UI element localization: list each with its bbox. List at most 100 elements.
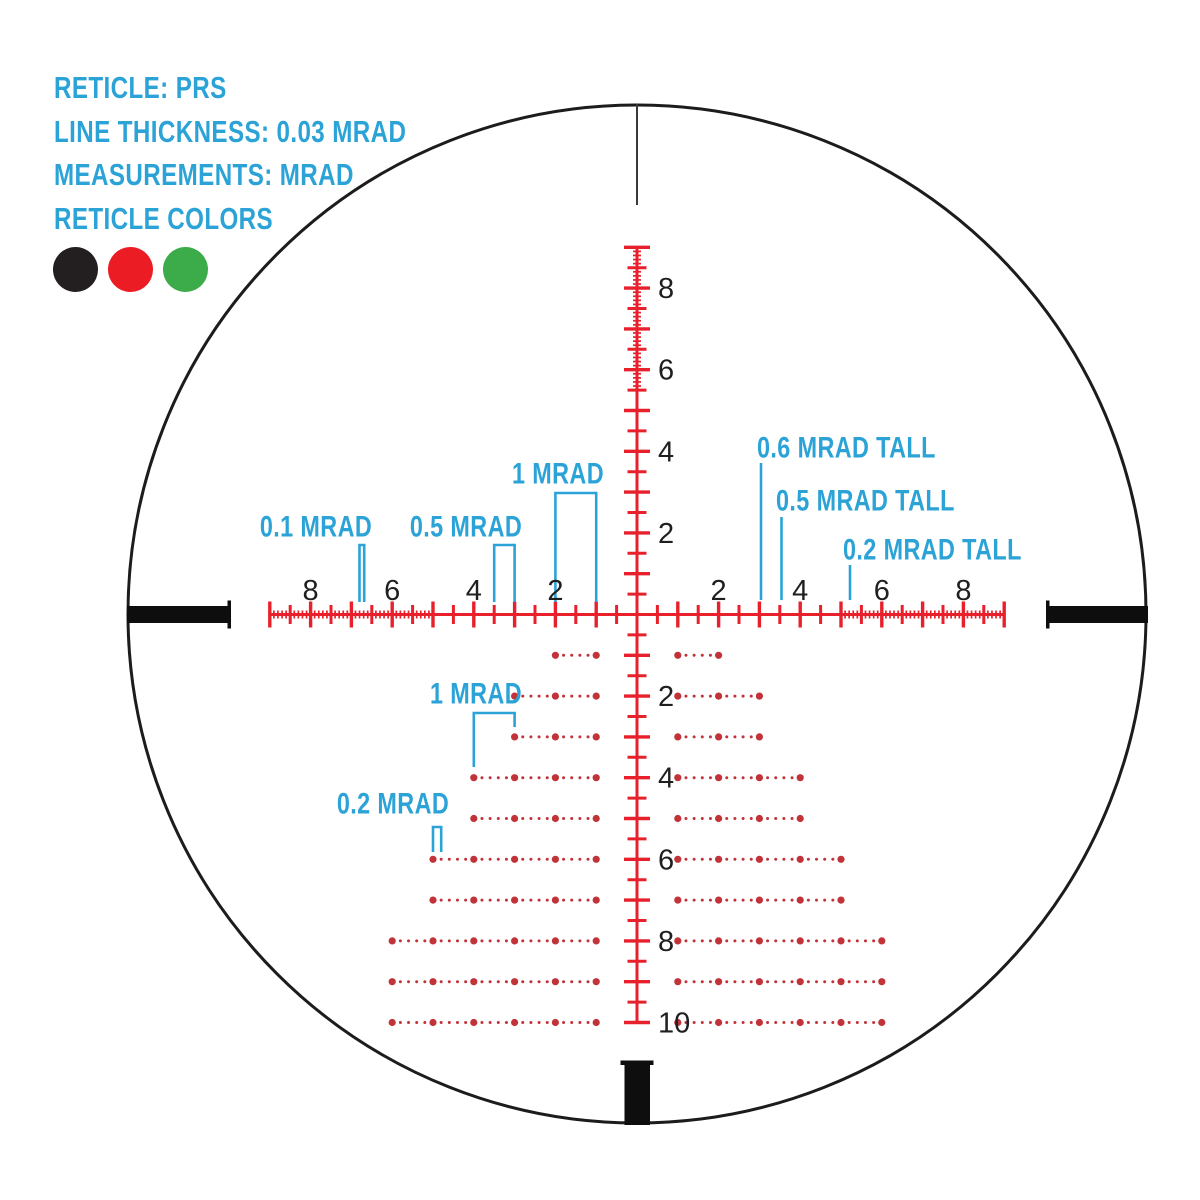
- sub-dot: [733, 939, 737, 943]
- mrad-dot: [510, 733, 519, 741]
- sub-dot: [782, 1021, 786, 1024]
- sub-dot: [847, 1021, 851, 1024]
- sub-dot: [692, 653, 696, 657]
- sub-dot: [749, 735, 753, 739]
- mrad-dot: [470, 855, 478, 863]
- sub-dot: [831, 939, 835, 943]
- mrad-dot: [755, 1018, 764, 1027]
- mrad-dot: [592, 733, 600, 741]
- sub-dot: [774, 776, 778, 780]
- sub-dot: [521, 898, 525, 902]
- sub-dot: [872, 939, 876, 943]
- sub-dot: [545, 694, 549, 698]
- sub-dot: [488, 1021, 492, 1024]
- mrad-dot: [592, 978, 600, 986]
- sub-dot: [537, 939, 541, 943]
- sub-dot: [521, 735, 525, 739]
- sub-dot: [782, 898, 786, 902]
- mrad-dot: [551, 733, 560, 741]
- sub-dot: [521, 980, 525, 984]
- right-post-cap: [1046, 600, 1050, 629]
- sub-dot: [790, 817, 794, 820]
- sub-dot: [855, 939, 859, 943]
- mrad-dot: [470, 1018, 478, 1027]
- sub-dot: [741, 980, 745, 984]
- sub-dot: [529, 898, 533, 902]
- sub-dot: [562, 735, 566, 739]
- sub-dot: [496, 1021, 500, 1024]
- sub-dot: [480, 939, 484, 943]
- mrad-dot: [796, 814, 804, 823]
- info-line-measurements: MEASUREMENTS: MRAD: [54, 157, 354, 192]
- sub-dot: [708, 939, 712, 943]
- sub-dot: [455, 857, 459, 861]
- mrad-dot: [715, 937, 723, 945]
- sub-dot: [586, 694, 590, 698]
- sub-dot: [708, 980, 712, 984]
- sub-dot: [782, 939, 786, 943]
- axis-number-labels: 2 4 6 8 2 4 6 8 10 2 4 6 8 2 4 6 8: [303, 273, 972, 1039]
- sub-dot: [562, 817, 566, 820]
- mrad-dot: [510, 774, 519, 782]
- sub-dot: [815, 1021, 819, 1024]
- sub-dot: [570, 939, 574, 943]
- sub-dot: [521, 857, 525, 861]
- sub-dot: [439, 857, 443, 861]
- sub-dot: [480, 980, 484, 984]
- ann-1-mrad-tree-bracket: [472, 711, 516, 767]
- sub-dot: [537, 694, 541, 698]
- reticle-color-swatches: [53, 247, 208, 292]
- mrad-dot: [674, 692, 682, 700]
- sub-dot: [725, 735, 729, 739]
- sub-dot: [578, 980, 582, 984]
- mrad-dot: [674, 896, 682, 904]
- sub-dot: [496, 939, 500, 943]
- sub-dot: [504, 776, 508, 780]
- sub-dot: [749, 817, 753, 820]
- sub-dot: [570, 776, 574, 780]
- sub-dot: [863, 1021, 867, 1024]
- sub-dot: [545, 898, 549, 902]
- sub-dot: [439, 980, 443, 984]
- ann-05-mrad-tall-label: 0.5 MRAD TALL: [776, 484, 955, 517]
- color-swatch-black: [53, 247, 98, 292]
- sub-dot: [847, 980, 851, 984]
- sub-dot: [774, 939, 778, 943]
- sub-dot: [749, 694, 753, 698]
- axis-tick-label: 10: [658, 1008, 690, 1040]
- sub-dot: [578, 817, 582, 820]
- sub-dot: [496, 857, 500, 861]
- sub-dot: [439, 939, 443, 943]
- sub-dot: [774, 817, 778, 820]
- sub-dot: [692, 857, 696, 861]
- sub-dot: [529, 735, 533, 739]
- mrad-dot: [429, 937, 437, 945]
- sub-dot: [570, 653, 574, 657]
- mrad-dot: [510, 1018, 519, 1027]
- mrad-dot: [715, 814, 723, 823]
- sub-dot: [725, 1021, 729, 1024]
- crosshair-axes: [268, 245, 1006, 1025]
- sub-dot: [831, 1021, 835, 1024]
- axis-tick-label: 2: [658, 681, 674, 713]
- sub-dot: [815, 898, 819, 902]
- sub-dot: [863, 980, 867, 984]
- mrad-dot: [470, 896, 478, 904]
- mrad-dot: [837, 937, 845, 945]
- sub-dot: [545, 1021, 549, 1024]
- sub-dot: [831, 980, 835, 984]
- sub-dot: [708, 817, 712, 820]
- sub-dot: [447, 980, 451, 984]
- sub-dot: [741, 898, 745, 902]
- sub-dot: [488, 980, 492, 984]
- sub-dot: [480, 817, 484, 820]
- ann-02-mrad-tall-label: 0.2 MRAD TALL: [843, 533, 1022, 566]
- sub-dot: [586, 776, 590, 780]
- mrad-dot: [796, 774, 804, 782]
- mrad-dot: [592, 814, 600, 823]
- sub-dot: [782, 857, 786, 861]
- sub-dot: [407, 939, 411, 943]
- sub-dot: [806, 980, 810, 984]
- sub-dot: [455, 980, 459, 984]
